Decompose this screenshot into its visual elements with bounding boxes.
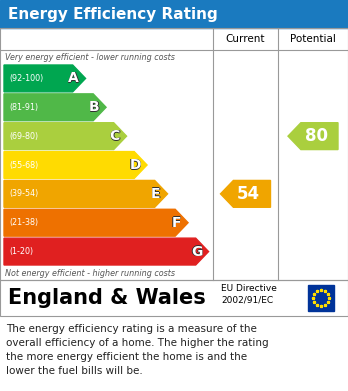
Text: (69-80): (69-80) — [9, 132, 38, 141]
Text: England & Wales: England & Wales — [8, 288, 206, 308]
Text: E: E — [151, 187, 160, 200]
Text: D: D — [129, 158, 141, 172]
Text: B: B — [88, 100, 99, 114]
Text: A: A — [69, 72, 80, 85]
Text: A: A — [68, 71, 79, 85]
Text: G: G — [191, 245, 203, 259]
Text: E: E — [151, 187, 161, 201]
Polygon shape — [288, 123, 338, 150]
Text: G: G — [191, 245, 203, 258]
Polygon shape — [4, 209, 188, 236]
Text: (39-54): (39-54) — [9, 189, 38, 198]
Text: D: D — [129, 158, 141, 172]
Text: E: E — [150, 187, 160, 201]
Bar — [308, 285, 334, 311]
Text: B: B — [89, 100, 100, 114]
Text: (55-68): (55-68) — [9, 160, 38, 170]
Text: D: D — [129, 158, 141, 172]
Bar — [0, 28, 348, 280]
Text: G: G — [191, 244, 203, 258]
Text: A: A — [68, 72, 79, 85]
Text: Potential: Potential — [290, 34, 336, 44]
Polygon shape — [4, 94, 106, 121]
Text: G: G — [190, 245, 202, 258]
Polygon shape — [4, 123, 127, 150]
Text: (81-91): (81-91) — [9, 103, 38, 112]
Bar — [0, 0, 348, 28]
Polygon shape — [4, 180, 168, 207]
Text: F: F — [172, 216, 181, 230]
Polygon shape — [4, 238, 208, 265]
Text: B: B — [89, 101, 100, 115]
Text: Not energy efficient - higher running costs: Not energy efficient - higher running co… — [5, 269, 175, 278]
Polygon shape — [4, 152, 147, 178]
Text: B: B — [89, 100, 100, 114]
Text: Very energy efficient - lower running costs: Very energy efficient - lower running co… — [5, 52, 175, 61]
Text: Current: Current — [226, 34, 265, 44]
Text: A: A — [68, 72, 79, 85]
Text: 54: 54 — [237, 185, 260, 203]
Text: (1-20): (1-20) — [9, 247, 33, 256]
Text: Energy Efficiency Rating: Energy Efficiency Rating — [8, 7, 218, 22]
Text: F: F — [172, 216, 181, 230]
Text: B: B — [89, 100, 100, 114]
Text: C: C — [110, 129, 120, 143]
Polygon shape — [4, 65, 86, 92]
Text: E: E — [151, 187, 160, 201]
Text: C: C — [110, 130, 120, 143]
Text: A: A — [68, 72, 79, 86]
Text: The energy efficiency rating is a measure of the
overall efficiency of a home. T: The energy efficiency rating is a measur… — [6, 324, 269, 376]
Text: E: E — [151, 187, 160, 201]
Text: F: F — [172, 216, 181, 230]
Text: EU Directive
2002/91/EC: EU Directive 2002/91/EC — [221, 283, 277, 305]
Text: C: C — [110, 129, 120, 143]
Text: F: F — [172, 215, 181, 229]
Text: D: D — [130, 158, 141, 172]
Text: 80: 80 — [305, 127, 328, 145]
Text: C: C — [109, 129, 119, 143]
Bar — [0, 280, 348, 316]
Text: F: F — [171, 216, 180, 230]
Polygon shape — [221, 180, 270, 207]
Bar — [0, 316, 348, 391]
Text: (21-38): (21-38) — [9, 218, 38, 227]
Text: G: G — [191, 245, 203, 258]
Text: (92-100): (92-100) — [9, 74, 43, 83]
Text: C: C — [110, 129, 120, 143]
Text: D: D — [129, 158, 141, 172]
